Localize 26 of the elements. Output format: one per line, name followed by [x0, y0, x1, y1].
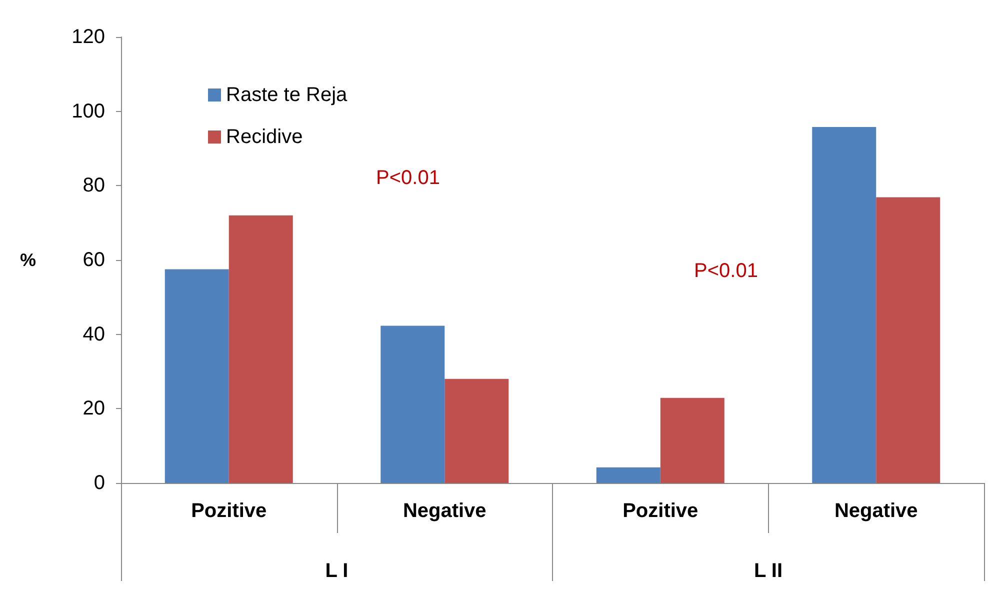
y-axis-title: %: [20, 250, 36, 270]
y-tick-label: 20: [82, 398, 105, 420]
x-tick-label: Pozitive: [622, 500, 698, 522]
x-tick-label: Negative: [402, 500, 486, 522]
bar: [164, 269, 229, 483]
legend-label: Raste te Reja: [226, 84, 348, 106]
annotation: P<0.01: [376, 167, 440, 189]
bar: [596, 467, 660, 483]
x-tick-label: Negative: [834, 500, 918, 522]
bar: [380, 326, 445, 483]
bar: [228, 215, 293, 483]
annotation: P<0.01: [694, 260, 758, 282]
bar: [444, 378, 509, 483]
legend-label: Recidive: [226, 126, 303, 148]
bar: [660, 398, 724, 483]
x-tick-label: Pozitive: [191, 500, 267, 522]
bar: [876, 197, 940, 483]
y-tick-label: 60: [82, 249, 105, 271]
y-tick-label: 40: [82, 323, 105, 346]
y-tick-label: 80: [82, 174, 105, 197]
y-tick-label: 120: [72, 26, 105, 48]
y-tick-label: 0: [94, 472, 105, 494]
y-tick-label: 100: [72, 100, 105, 122]
text: L I: [325, 560, 348, 582]
bar: [812, 126, 876, 483]
text: L II: [754, 560, 783, 582]
